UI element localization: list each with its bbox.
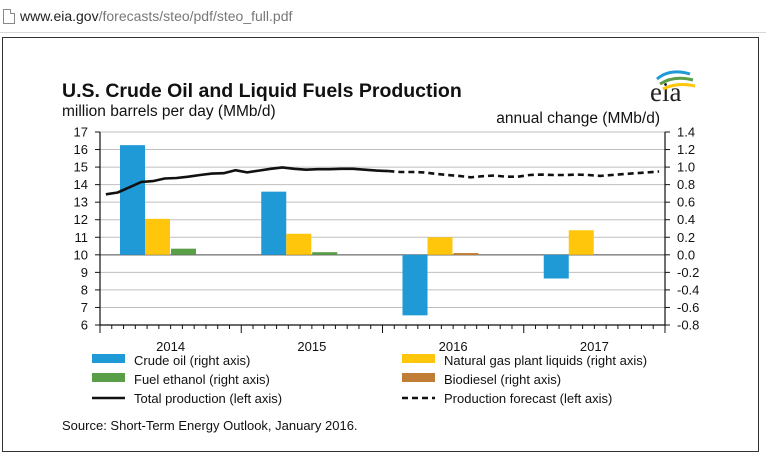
bar-fuel-2015 <box>312 252 338 255</box>
legend: Crude oil (right axis) Natural gas plant … <box>92 353 647 406</box>
bar-natural-2014 <box>145 218 170 255</box>
legend-swatch <box>402 373 435 382</box>
right-tick-label: 0.8 <box>677 177 695 192</box>
x-tick-label-2015: 2015 <box>297 339 326 354</box>
bar-natural-2017 <box>568 230 594 255</box>
bar-crude-2014 <box>120 145 145 255</box>
chart-title: U.S. Crude Oil and Liquid Fuels Producti… <box>62 80 462 102</box>
left-tick-label: 17 <box>74 125 88 140</box>
url-path: /forecasts/steo/pdf/steo_full.pdf <box>98 8 293 24</box>
lines <box>105 166 660 196</box>
legend-label: Biodiesel (right axis) <box>444 372 561 387</box>
left-tick-label: 12 <box>74 212 88 227</box>
production-forecast-line <box>388 169 660 179</box>
right-tick-label: 1.4 <box>677 125 695 140</box>
left-tick-label: 10 <box>74 247 88 262</box>
bar-natural-2015 <box>286 233 312 255</box>
left-tick-label: 6 <box>81 318 88 333</box>
right-tick-label: 0.2 <box>677 230 695 245</box>
legend-label: Total production (left axis) <box>134 391 282 406</box>
x-tick-label-2016: 2016 <box>439 339 468 354</box>
x-tick-label-2017: 2017 <box>580 339 609 354</box>
url-host: www.eia.gov <box>20 8 99 24</box>
right-tick-label: 0.0 <box>677 247 695 262</box>
left-axis-label: million barrels per day (MMb/d) <box>62 103 276 120</box>
right-tick-label: 1.2 <box>677 142 695 157</box>
left-tick-label: 14 <box>74 177 88 192</box>
browser-address-bar[interactable]: www.eia.gov/forecasts/steo/pdf/steo_full… <box>0 0 766 33</box>
page-icon <box>3 9 15 24</box>
right-tick-label: -0.8 <box>677 318 699 333</box>
right-tick-label: 0.6 <box>677 195 695 210</box>
bar-fuel-2014 <box>171 248 196 255</box>
left-tick-label: 7 <box>81 300 88 315</box>
bar-crude-2016 <box>402 254 428 316</box>
left-tick-label: 11 <box>75 230 89 245</box>
bar-biodiesel-2016 <box>453 253 479 256</box>
right-tick-label: -0.6 <box>677 300 699 315</box>
bar-crude-2017 <box>543 254 569 279</box>
legend-label: Crude oil (right axis) <box>134 353 250 368</box>
x-tick-label-2014: 2014 <box>156 339 185 354</box>
right-tick-label: -0.2 <box>677 265 699 280</box>
legend-swatch <box>402 354 435 363</box>
left-tick-label: 8 <box>81 282 88 297</box>
total-production-line <box>105 166 389 196</box>
legend-label: Production forecast (left axis) <box>444 391 612 406</box>
right-tick-label: 1.0 <box>677 160 695 175</box>
legend-swatch <box>92 354 125 363</box>
left-tick-label: 15 <box>74 160 88 175</box>
grid <box>100 131 665 308</box>
legend-label: Fuel ethanol (right axis) <box>134 372 270 387</box>
bars <box>120 145 594 316</box>
source-note: Source: Short-Term Energy Outlook, Janua… <box>62 418 358 433</box>
axes: 17 16 15 14 13 12 11 10 9 8 7 6 1.4 1.2 1.0 0.8 0.6 0.4 0.… <box>74 125 700 355</box>
left-tick-label: 16 <box>74 142 88 157</box>
eia-logo: eia <box>650 70 696 107</box>
url-text[interactable]: www.eia.gov/forecasts/steo/pdf/steo_full… <box>20 8 292 24</box>
legend-swatch <box>92 373 125 382</box>
bar-natural-2016 <box>427 237 453 255</box>
bar-crude-2015 <box>261 191 287 255</box>
right-tick-label: 0.4 <box>677 212 695 227</box>
legend-label: Natural gas plant liquids (right axis) <box>444 353 647 368</box>
right-tick-label: -0.4 <box>677 282 699 297</box>
left-tick-label: 9 <box>81 265 88 280</box>
left-tick-label: 13 <box>74 195 88 210</box>
right-axis-label: annual change (MMb/d) <box>496 110 660 127</box>
